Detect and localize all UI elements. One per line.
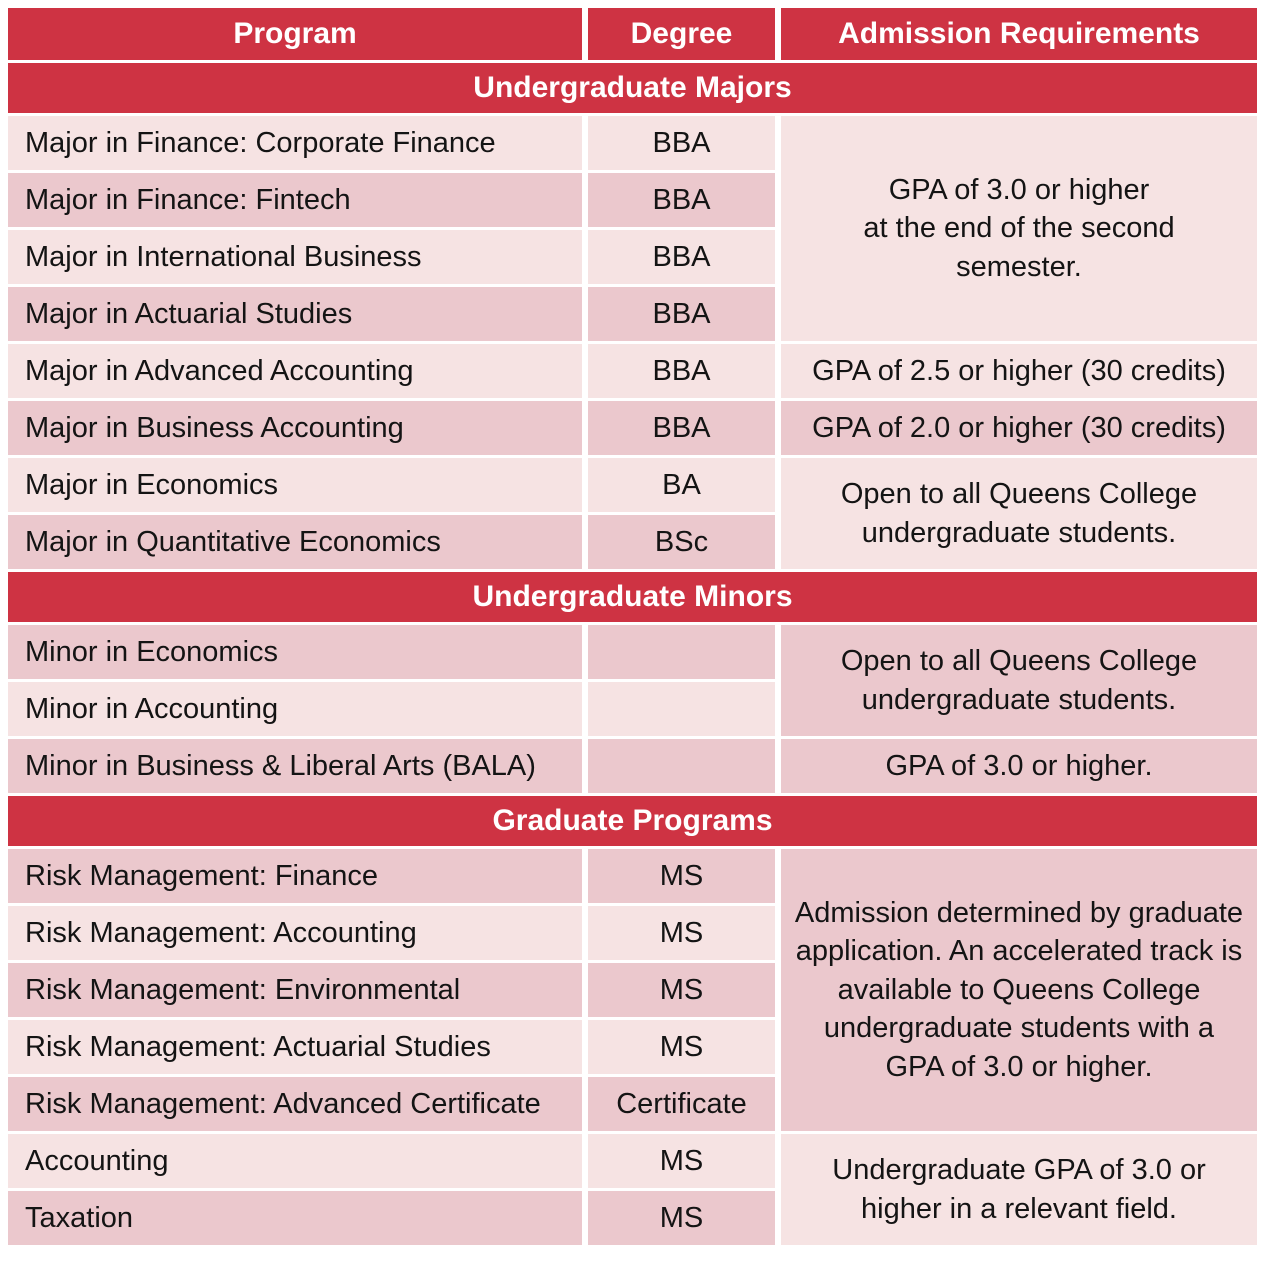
column-header-program: Program bbox=[8, 8, 582, 60]
degree-cell bbox=[588, 682, 775, 736]
program-cell: Major in Finance: Fintech bbox=[8, 173, 582, 227]
section-header-undergraduate-minors: Undergraduate Minors bbox=[8, 572, 1257, 622]
requirement-cell: GPA of 3.0 or higher. bbox=[781, 739, 1257, 793]
programs-table: Program Degree Admission Requirements Un… bbox=[8, 8, 1257, 1245]
degree-cell: BSc bbox=[588, 515, 775, 569]
degree-cell bbox=[588, 739, 775, 793]
program-cell: Taxation bbox=[8, 1191, 582, 1245]
requirement-cell-merged: Undergraduate GPA of 3.0 or higher in a … bbox=[781, 1134, 1257, 1245]
requirement-cell-merged: Admission determined by graduate applica… bbox=[781, 849, 1257, 1131]
program-cell: Major in Finance: Corporate Finance bbox=[8, 116, 582, 170]
program-cell: Risk Management: Environmental bbox=[8, 963, 582, 1017]
degree-cell: MS bbox=[588, 1191, 775, 1245]
requirement-cell-merged: GPA of 3.0 or higher at the end of the s… bbox=[781, 116, 1257, 341]
degree-cell: BBA bbox=[588, 344, 775, 398]
requirement-cell-merged: Open to all Queens College undergraduate… bbox=[781, 458, 1257, 569]
section-header-undergraduate-majors: Undergraduate Majors bbox=[8, 63, 1257, 113]
program-cell: Risk Management: Finance bbox=[8, 849, 582, 903]
degree-cell: MS bbox=[588, 963, 775, 1017]
requirement-cell: GPA of 2.0 or higher (30 credits) bbox=[781, 401, 1257, 455]
program-cell: Major in Business Accounting bbox=[8, 401, 582, 455]
program-cell: Major in International Business bbox=[8, 230, 582, 284]
degree-cell: BBA bbox=[588, 287, 775, 341]
program-cell: Major in Economics bbox=[8, 458, 582, 512]
column-header-degree: Degree bbox=[588, 8, 775, 60]
degree-cell: BBA bbox=[588, 116, 775, 170]
degree-cell: BBA bbox=[588, 173, 775, 227]
program-cell: Accounting bbox=[8, 1134, 582, 1188]
requirement-cell: GPA of 2.5 or higher (30 credits) bbox=[781, 344, 1257, 398]
program-cell: Major in Quantitative Economics bbox=[8, 515, 582, 569]
degree-cell: MS bbox=[588, 906, 775, 960]
program-cell: Major in Actuarial Studies bbox=[8, 287, 582, 341]
degree-cell: MS bbox=[588, 849, 775, 903]
requirement-cell-merged: Open to all Queens College undergraduate… bbox=[781, 625, 1257, 736]
program-cell: Minor in Business & Liberal Arts (BALA) bbox=[8, 739, 582, 793]
degree-cell: MS bbox=[588, 1020, 775, 1074]
program-cell: Risk Management: Actuarial Studies bbox=[8, 1020, 582, 1074]
degree-cell: BBA bbox=[588, 230, 775, 284]
degree-cell: Certificate bbox=[588, 1077, 775, 1131]
column-header-requirements: Admission Requirements bbox=[781, 8, 1257, 60]
degree-cell: BBA bbox=[588, 401, 775, 455]
program-cell: Minor in Accounting bbox=[8, 682, 582, 736]
section-header-graduate-programs: Graduate Programs bbox=[8, 796, 1257, 846]
degree-cell: BA bbox=[588, 458, 775, 512]
degree-cell bbox=[588, 625, 775, 679]
program-cell: Minor in Economics bbox=[8, 625, 582, 679]
program-cell: Major in Advanced Accounting bbox=[8, 344, 582, 398]
program-cell: Risk Management: Accounting bbox=[8, 906, 582, 960]
program-cell: Risk Management: Advanced Certificate bbox=[8, 1077, 582, 1131]
degree-cell: MS bbox=[588, 1134, 775, 1188]
